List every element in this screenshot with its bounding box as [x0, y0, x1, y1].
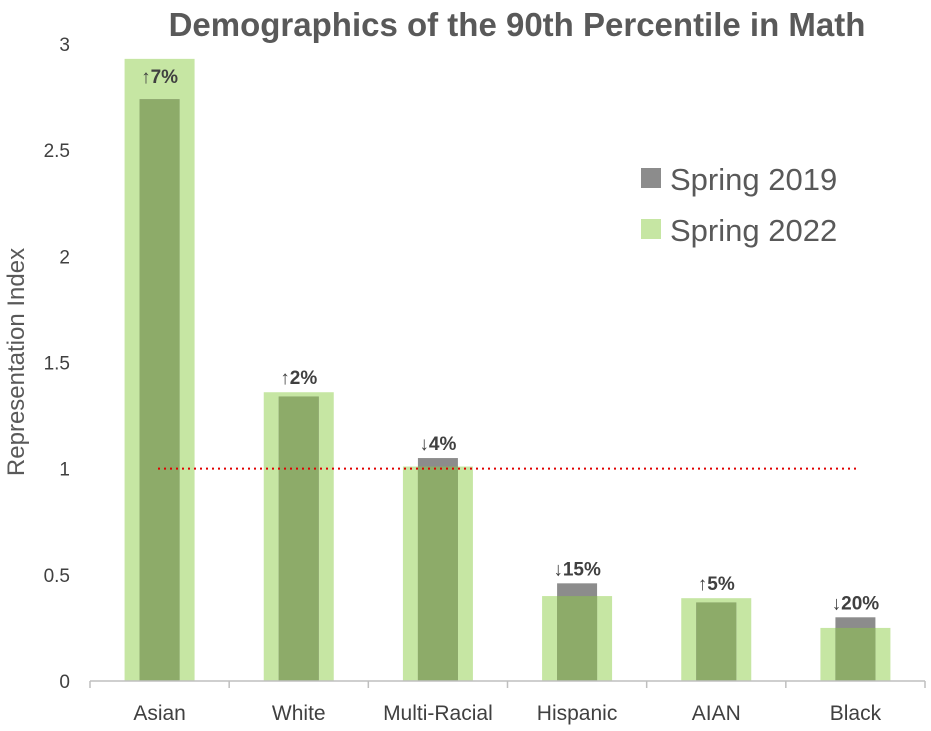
data-label: ↑7% — [141, 67, 178, 88]
y-tick-label: 0 — [59, 672, 70, 693]
category-label: Black — [830, 702, 882, 725]
legend-label: Spring 2019 — [670, 162, 837, 197]
bars — [124, 58, 891, 681]
y-tick-label: 1 — [59, 460, 70, 481]
legend-swatch — [641, 168, 661, 188]
chart-title: Demographics of the 90th Percentile in M… — [169, 6, 866, 43]
bar-overlap — [139, 99, 180, 681]
category-label: White — [272, 702, 326, 725]
bar-overlap — [417, 466, 458, 681]
y-axis-ticks: 0 0.5 1 1.5 2 2.5 3 — [44, 35, 70, 693]
y-tick-label: 2.5 — [44, 141, 70, 162]
bar-overlap — [696, 602, 737, 681]
data-label: ↓20% — [832, 593, 880, 614]
legend: Spring 2019 Spring 2022 — [641, 162, 837, 248]
y-axis-label: Representation Index — [3, 248, 30, 476]
legend-label: Spring 2022 — [670, 213, 837, 248]
bar-overlap — [835, 627, 876, 681]
data-label: ↓4% — [419, 434, 456, 455]
legend-swatch — [641, 219, 661, 239]
category-label: Hispanic — [537, 702, 618, 725]
data-label: ↑2% — [280, 368, 317, 389]
data-label: ↑5% — [698, 574, 735, 595]
data-label: ↓15% — [553, 559, 601, 580]
y-tick-label: 0.5 — [44, 566, 70, 587]
y-tick-label: 2 — [59, 247, 70, 268]
category-label: Asian — [133, 702, 186, 725]
data-labels: ↑7% ↑2% ↓4% ↓15% ↑5% ↓20% — [141, 67, 879, 614]
bar-overlap — [557, 596, 598, 681]
y-tick-label: 3 — [59, 35, 70, 56]
y-tick-label: 1.5 — [44, 354, 70, 375]
bar-overlap — [278, 396, 319, 681]
x-axis: Asian White Multi-Racial Hispanic AIAN Black — [89, 680, 926, 725]
category-label: AIAN — [692, 702, 741, 725]
category-label: Multi-Racial — [383, 702, 493, 725]
